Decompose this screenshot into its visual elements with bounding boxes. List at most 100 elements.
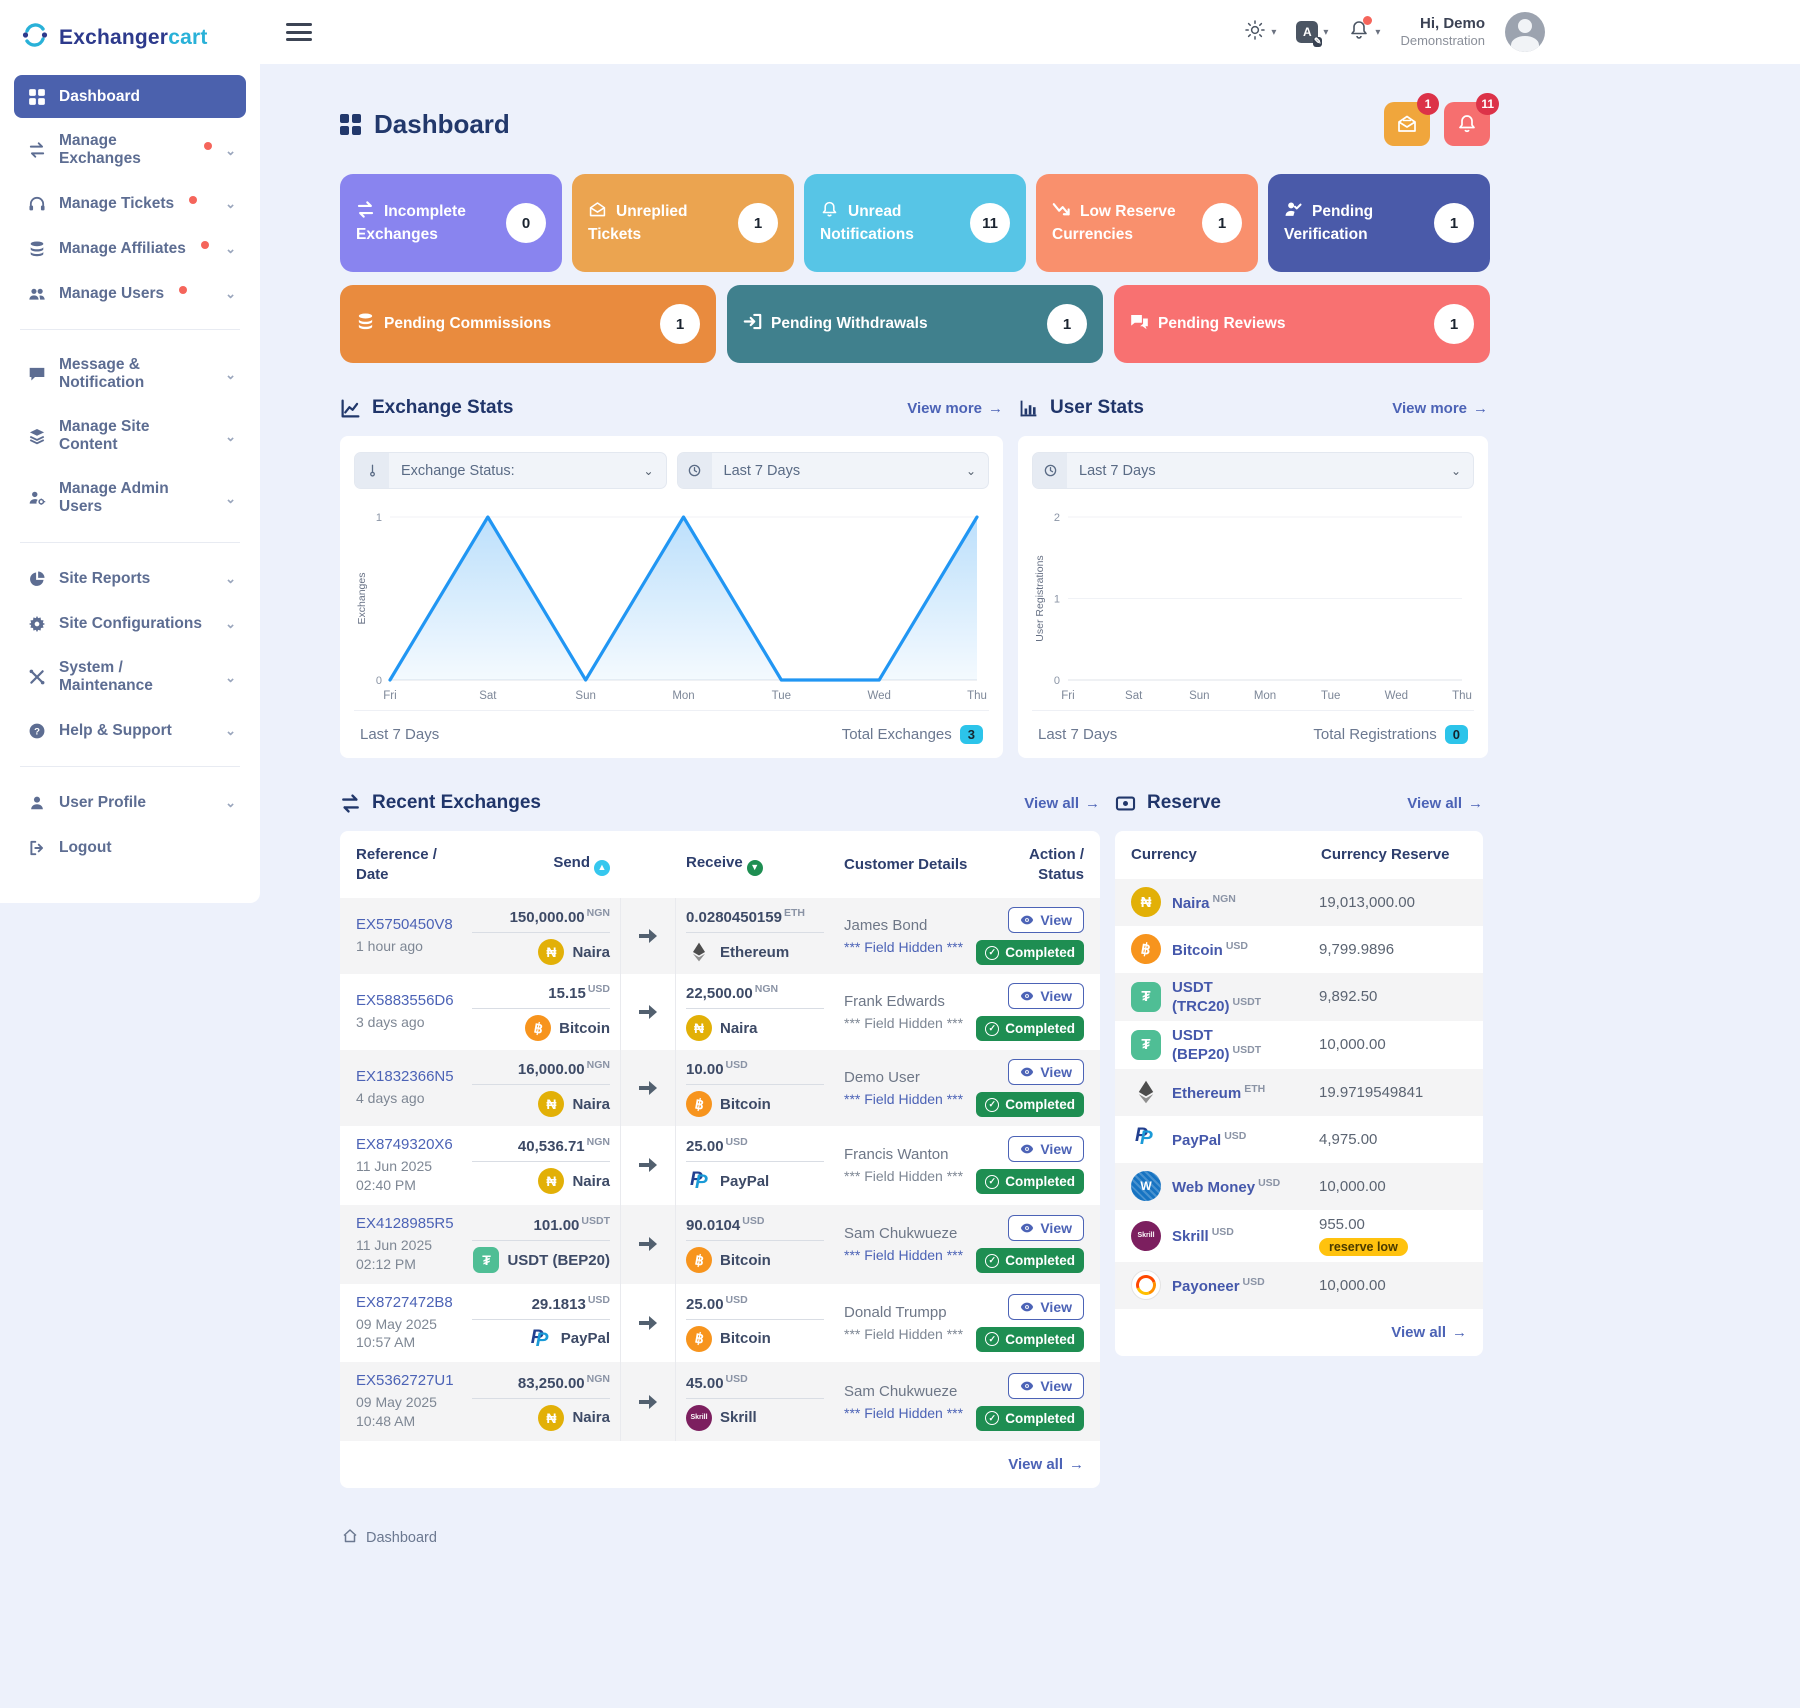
card-pending-verification[interactable]: Pending Verification 1: [1268, 174, 1490, 272]
sidebar-item-help-support[interactable]: ? Help & Support ⌄: [14, 709, 246, 752]
table-row: EX4128985R5 11 Jun 2025 02:12 PM 101.00 USD…: [340, 1204, 1100, 1284]
reserve-title: Reserve: [1147, 792, 1221, 813]
reserve-footer-view-all-link[interactable]: View all →: [1391, 1323, 1467, 1341]
card-pending-withdrawals[interactable]: Pending Withdrawals 1: [727, 285, 1103, 363]
svg-text:Tue: Tue: [1321, 690, 1340, 702]
notifications-menu[interactable]: ▾: [1348, 15, 1380, 46]
currency-link[interactable]: Ethereum ETH: [1172, 1082, 1266, 1102]
users-icon: [27, 284, 46, 303]
brand-name-primary: Exchanger: [59, 25, 169, 49]
view-button[interactable]: View: [1008, 1215, 1084, 1242]
sidebar-item-manage-admin-users[interactable]: Manage Admin Users ⌄: [14, 468, 246, 528]
chevron-down-icon: ⌄: [225, 795, 236, 810]
status-badge: ✓ Completed: [976, 1016, 1084, 1041]
col-send[interactable]: Send ▲: [462, 839, 620, 890]
currency-link[interactable]: Web Money USD: [1172, 1176, 1281, 1196]
mail-icon: [588, 200, 607, 219]
notifications-shortcut-button[interactable]: 11: [1444, 93, 1499, 146]
exchange-ref-link[interactable]: EX8727472B8: [356, 1293, 453, 1311]
user-stats-chart: 0 1 2 Fri Sat Sun Mon Tue Wed Thu User Registratio…: [1032, 503, 1474, 708]
recent-exchanges-footer-view-all-link[interactable]: View all →: [1008, 1456, 1084, 1474]
sidebar-item-message-notification[interactable]: Message & Notification ⌄: [14, 344, 246, 404]
exchange-period-select[interactable]: Last 7 Days ⌄: [676, 452, 989, 489]
exchange-stats-view-more-link[interactable]: View more →: [907, 399, 1003, 417]
card-unreplied-tickets[interactable]: Unreplied Tickets 1: [572, 174, 794, 272]
sidebar-item-manage-exchanges[interactable]: Manage Exchanges ⌄: [14, 120, 246, 180]
exchange-ref-link[interactable]: EX4128985R5: [356, 1214, 454, 1232]
sidebar-item-manage-site-content[interactable]: Manage Site Content ⌄: [14, 406, 246, 466]
reserve-view-all-link[interactable]: View all →: [1407, 794, 1483, 812]
trend-down-icon: [1052, 200, 1071, 219]
tickets-shortcut-button[interactable]: 1: [1384, 93, 1439, 146]
exchange-ref-link[interactable]: EX5362727U1: [356, 1372, 454, 1390]
chevron-down-icon: ⌄: [225, 286, 236, 301]
col-receive[interactable]: Receive ▼: [676, 839, 834, 890]
currency-link[interactable]: Bitcoin USD: [1172, 939, 1249, 959]
user-icon: [27, 793, 46, 812]
card-pending-commissions[interactable]: Pending Commissions 1: [340, 285, 716, 363]
view-button[interactable]: View: [1008, 1293, 1084, 1320]
user-period-select[interactable]: Last 7 Days ⌄: [1032, 452, 1474, 489]
bar-chart-icon: [1018, 398, 1039, 419]
card-count: 0: [506, 203, 546, 243]
chevron-down-icon: ⌄: [225, 490, 236, 506]
view-button[interactable]: View: [1008, 983, 1084, 1009]
currency-link[interactable]: PayPal USD: [1172, 1129, 1247, 1149]
breadcrumb[interactable]: Dashboard: [342, 1528, 1490, 1548]
card-incomplete-exchanges[interactable]: Incomplete Exchanges 0: [340, 174, 562, 272]
skrill-icon: [686, 1404, 712, 1431]
sidebar-item-system-maintenance[interactable]: System / Maintenance ⌄: [14, 647, 246, 707]
reserve-amount: 10,000.00: [1319, 1276, 1386, 1294]
user-stats-title: User Stats: [1050, 397, 1144, 418]
view-button[interactable]: View: [1008, 1059, 1084, 1085]
recent-exchanges-view-all-link[interactable]: View all →: [1024, 794, 1100, 812]
svg-text:User Registrations: User Registrations: [1034, 555, 1046, 641]
avatar[interactable]: [1505, 12, 1545, 52]
currency-link[interactable]: Skrill USD: [1172, 1226, 1234, 1245]
sidebar-item-dashboard[interactable]: Dashboard: [14, 75, 246, 118]
card-unread-notifications[interactable]: Unread Notifications 11: [804, 174, 1026, 272]
card-label: Incomplete Exchanges: [356, 203, 466, 243]
user-stats-view-more-link[interactable]: View more →: [1392, 399, 1488, 417]
sidebar-item-user-profile[interactable]: User Profile ⌄: [14, 781, 246, 824]
currency-link[interactable]: USDT (BEP20) USDT: [1172, 1026, 1262, 1063]
currency-link[interactable]: USDT (TRC20) USDT: [1172, 978, 1262, 1015]
brand-logo[interactable]: Exchangercart: [0, 0, 260, 73]
sidebar-item-logout[interactable]: Logout: [14, 826, 246, 869]
ethereum-icon: [1131, 1077, 1161, 1107]
view-button[interactable]: View: [1008, 1372, 1084, 1399]
ethereum-icon: [686, 939, 712, 965]
hamburger-menu-button[interactable]: [286, 19, 312, 46]
language-selector[interactable]: A ▾: [1296, 21, 1328, 48]
sidebar-item-manage-users[interactable]: Manage Users ⌄: [14, 272, 246, 315]
currency-link[interactable]: Naira NGN: [1172, 892, 1236, 912]
theme-toggle[interactable]: ▾: [1244, 19, 1276, 46]
card-label: Pending Reviews: [1158, 315, 1286, 333]
usdt-icon: [1131, 981, 1161, 1012]
arrow-right-icon: →: [988, 399, 1003, 417]
svg-text:?: ?: [34, 726, 40, 737]
skrill-icon: [1131, 1220, 1161, 1251]
sidebar-item-site-configurations[interactable]: Site Configurations ⌄: [14, 602, 246, 645]
reserve-amount: 4,975.00: [1319, 1130, 1378, 1148]
sidebar-item-label: Manage Affiliates: [59, 239, 186, 257]
exchange-ref-link[interactable]: EX5750450V8: [356, 916, 453, 934]
card-low-reserve-currencies[interactable]: Low Reserve Currencies 1: [1036, 174, 1258, 272]
currency-link[interactable]: Payoneer USD: [1172, 1275, 1265, 1295]
view-button[interactable]: View: [1008, 1136, 1084, 1163]
svg-text:Sat: Sat: [479, 690, 497, 702]
exchange-ref-link[interactable]: EX5883556D6: [356, 992, 454, 1010]
view-button[interactable]: View: [1008, 907, 1084, 933]
sidebar-item-manage-tickets[interactable]: Manage Tickets ⌄: [14, 182, 246, 225]
sidebar-item-manage-affiliates[interactable]: Manage Affiliates ⌄: [14, 227, 246, 270]
exchange-stats-panel: Exchange Status: ⌄ Last 7 Days ⌄ 0 1 Fri Sa…: [340, 436, 1003, 758]
sort-down-icon: ▼: [746, 859, 763, 876]
exchange-ref-link[interactable]: EX1832366N5: [356, 1068, 454, 1086]
sidebar-item-site-reports[interactable]: Site Reports ⌄: [14, 557, 246, 600]
card-pending-reviews[interactable]: Pending Reviews 1: [1114, 285, 1490, 363]
exchange-status-select[interactable]: Exchange Status: ⌄: [354, 452, 667, 489]
arrow-right-icon: [620, 1126, 676, 1205]
exchange-ref-link[interactable]: EX8749320X6: [356, 1136, 453, 1153]
